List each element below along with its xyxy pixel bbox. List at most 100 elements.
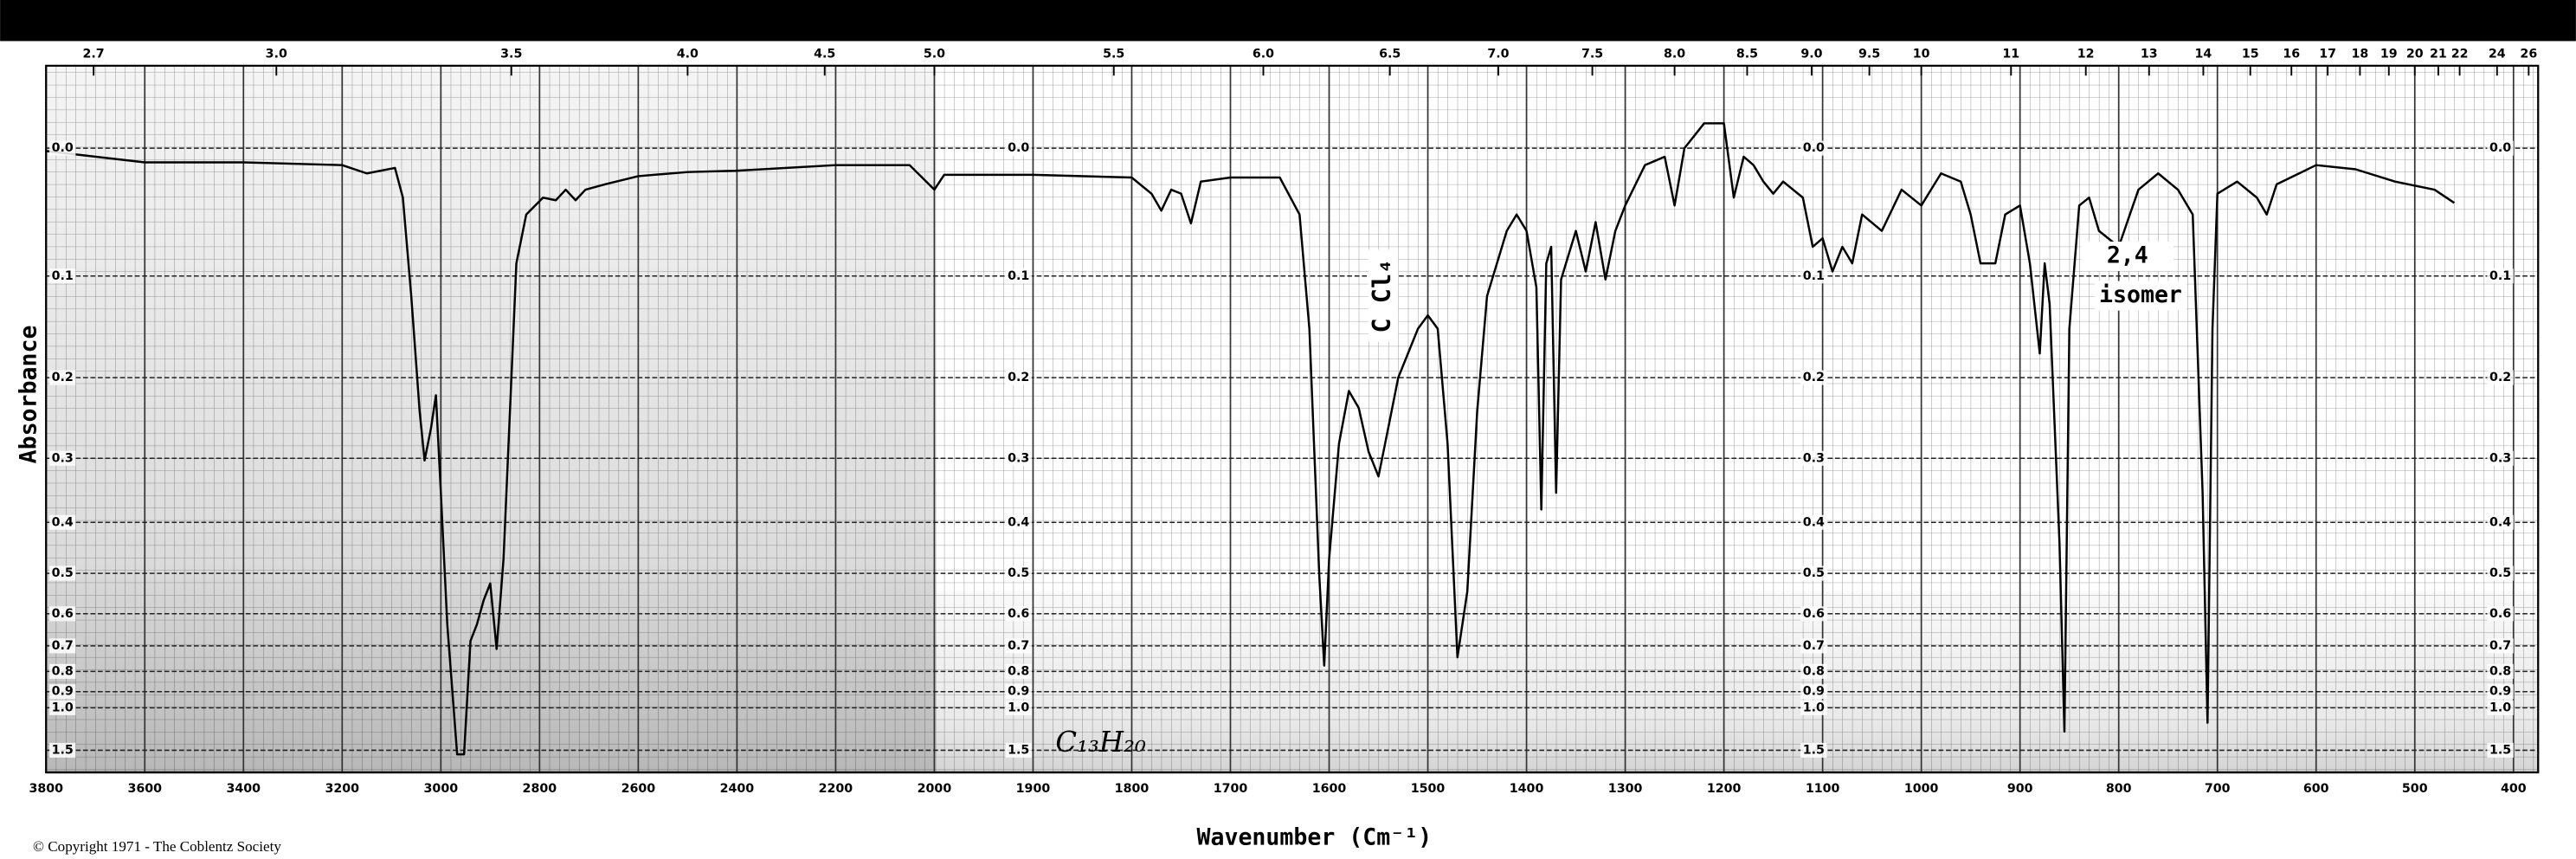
x2-tick-label: 8.5 (1736, 48, 1758, 61)
x2-tick-label: 4.0 (677, 48, 699, 61)
y-tick-label: 0.5 (2489, 566, 2511, 580)
x2-tick-label: 11 (2002, 48, 2019, 61)
y-tick-label: 0.1 (1008, 269, 1029, 283)
x-tick-label: 3200 (325, 782, 360, 796)
x-tick-label: 1100 (1806, 782, 1840, 796)
x-tick-label: 500 (2402, 782, 2428, 796)
y-tick-label: 1.5 (1008, 743, 1029, 757)
y-tick-label-bg (1005, 140, 1032, 156)
y-tick-label: 0.2 (1008, 371, 1029, 384)
y-tick-label-bg (1800, 663, 1827, 679)
y-tick-label-bg (1800, 606, 1827, 622)
y-tick-label-bg (2487, 514, 2514, 530)
x-tick-label: 3000 (424, 782, 459, 796)
y-tick-label-bg (1005, 370, 1032, 385)
y-tick-label: 0.4 (1008, 515, 1029, 529)
x2-tick-label: 22 (2451, 48, 2469, 61)
y-tick-label: 0.1 (2489, 269, 2511, 283)
y-tick-label: 0.5 (1803, 566, 1825, 580)
y-tick-label: 0.6 (1008, 607, 1029, 621)
annotation: C₁₃H₂₀ (1055, 726, 1146, 759)
y-tick-label: 0.6 (1803, 607, 1825, 621)
y-tick-label: 1.0 (2489, 701, 2511, 714)
y-tick-label-bg (1800, 684, 1827, 700)
y-tick-label-bg (49, 450, 76, 466)
x-tick-label: 1400 (1510, 782, 1544, 796)
x2-tick-label: 3.0 (266, 48, 287, 61)
y-tick-label-bg (2487, 684, 2514, 700)
y-tick-label-bg (49, 742, 76, 758)
shading (936, 591, 2539, 772)
y-tick-label: 0.9 (1803, 685, 1825, 699)
y-tick-label-bg (1800, 450, 1827, 466)
y-tick-label-bg (1800, 370, 1827, 385)
x2-tick-label: 3.5 (500, 48, 522, 61)
y-tick-label-bg (49, 606, 76, 622)
y-tick-label: 0.9 (1008, 685, 1029, 699)
x-tick-label: 700 (2205, 782, 2231, 796)
top-bar (0, 0, 2576, 42)
y-tick-label: 0.7 (52, 639, 74, 653)
x2-tick-label: 5.0 (924, 48, 945, 61)
y-tick-label-bg (2487, 140, 2514, 156)
annotation-bg (2081, 241, 2174, 272)
series-layer (46, 122, 2456, 756)
y-tick-label-bg (2487, 742, 2514, 758)
y-tick-label: 0.0 (2489, 141, 2511, 155)
y-tick-label-bg (1005, 450, 1032, 466)
y-axis-label: Absorbance (16, 326, 42, 464)
y-tick-label: 0.3 (2489, 451, 2511, 465)
x2-tick-label: 18 (2352, 48, 2369, 61)
y-tick-label-bg (2487, 268, 2514, 284)
y-tick-label-bg (1005, 638, 1032, 654)
y-tick-label-bg (1800, 268, 1827, 284)
x-tick-label: 3600 (127, 782, 162, 796)
y-tick-label-bg (2487, 700, 2514, 715)
y-tick-label-bg (2487, 663, 2514, 679)
y-tick-label-bg (49, 140, 76, 156)
grid (45, 65, 2539, 774)
y-tick-label: 0.4 (2489, 515, 2511, 529)
x-tick-label: 400 (2501, 782, 2527, 796)
x-tick-label: 1000 (1904, 782, 1939, 796)
x-tick-label: 900 (2007, 782, 2033, 796)
y-tick-label: 1.5 (2489, 743, 2511, 757)
y-tick-label-bg (1005, 742, 1032, 758)
y-tick-label: 0.7 (1008, 639, 1029, 653)
x-tick-label: 2200 (819, 782, 853, 796)
x2-tick-label: 24 (2489, 48, 2506, 61)
x2-tick-label: 26 (2520, 48, 2537, 61)
y-tick-label-bg (2487, 606, 2514, 622)
y-tick-label: 1.0 (1803, 701, 1825, 714)
y-tick-label-bg (1800, 700, 1827, 715)
x2-tick-label: 8.0 (1664, 48, 1685, 61)
x-tick-label: 2800 (523, 782, 557, 796)
y-tick-label: 0.8 (52, 664, 74, 678)
y-tick-label-bg (1005, 684, 1032, 700)
x2-tick-label: 6.0 (1253, 48, 1274, 61)
y-tick-label: 1.0 (52, 701, 74, 714)
x-tick-label: 800 (2106, 782, 2132, 796)
x2-tick-label: 4.5 (814, 48, 835, 61)
x2-tick-label: 7.5 (1581, 48, 1603, 61)
x-axis-label: Wavenumber (Cm⁻¹) (1197, 823, 1433, 850)
x2-tick-label: 2.7 (83, 48, 105, 61)
y-tick-label-bg (49, 370, 76, 385)
x-tick-label: 2400 (720, 782, 755, 796)
y-tick-label: 0.7 (1803, 639, 1825, 653)
x-tick-label: 1600 (1312, 782, 1347, 796)
y-tick-label-bg (2487, 450, 2514, 466)
annotation: C Cl₄ (1368, 259, 1396, 333)
y-tick-label-bg (49, 663, 76, 679)
x-tick-label: 1300 (1608, 782, 1643, 796)
x2-tick-label: 21 (2430, 48, 2447, 61)
y-tick-label-bg (1800, 742, 1827, 758)
spectrum-line (46, 122, 2456, 756)
source: © Copyright 1971 - The Coblentz Society (33, 838, 281, 855)
y-tick-label: 0.1 (52, 269, 74, 283)
y-tick-label-bg (1005, 514, 1032, 530)
plot-frame (45, 64, 2540, 774)
y-tick-label-bg (49, 514, 76, 530)
y-tick-label-bg (49, 700, 76, 715)
y-tick-label: 1.5 (1803, 743, 1825, 757)
